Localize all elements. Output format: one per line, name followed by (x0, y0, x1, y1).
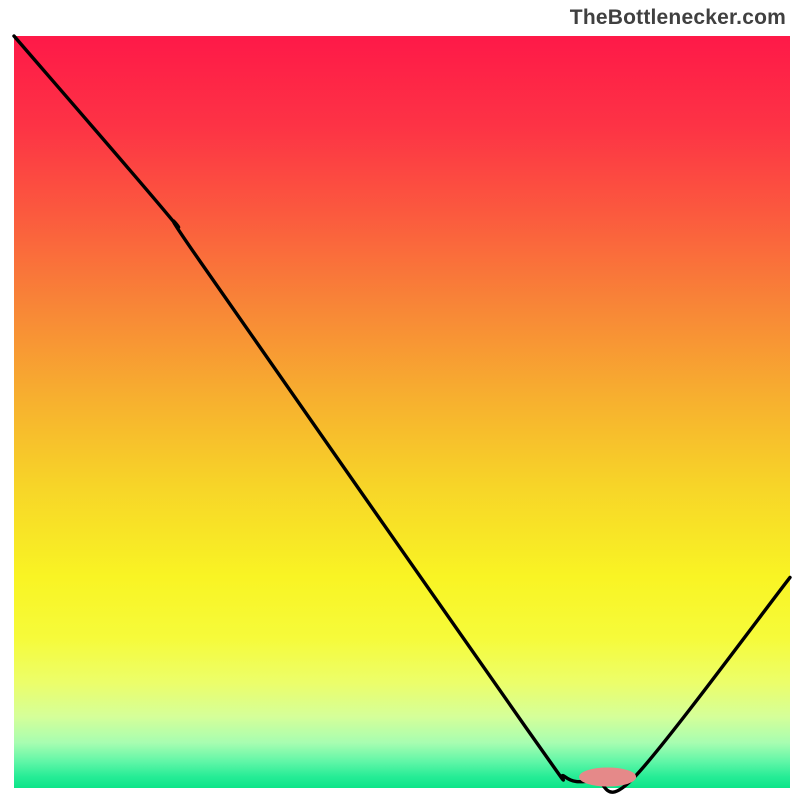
plot-background (14, 36, 790, 788)
optimal-marker (580, 768, 636, 786)
watermark-text: TheBottlenecker.com (570, 6, 786, 30)
bottleneck-chart (0, 0, 800, 800)
chart-stage: TheBottlenecker.com (0, 0, 800, 800)
